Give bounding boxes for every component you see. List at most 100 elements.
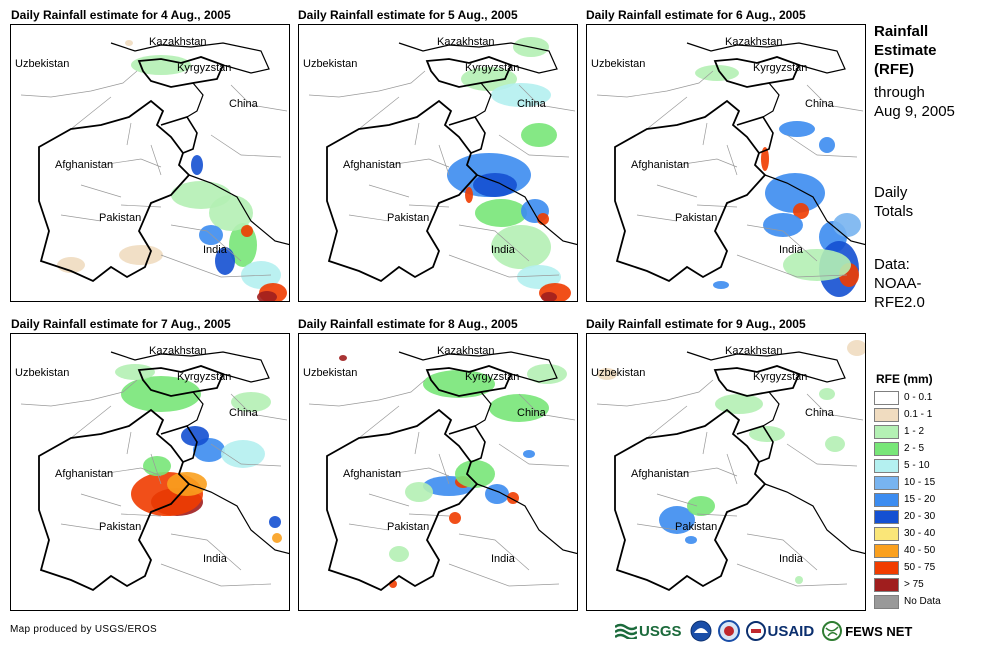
nws-logo-icon [717,620,740,642]
side-data-line-2: NOAA- [874,275,922,292]
china-boundary [474,82,492,118]
rainfall-area [659,506,695,534]
side-title-line-1: Rainfall [874,23,929,40]
china-boundary [474,391,492,427]
rainfall-area [687,496,715,516]
country-label-india: India [779,553,804,565]
legend-item: 30 - 40 [874,525,974,542]
pakistan-east-boundary [448,116,486,154]
pakistan-east-boundary [160,425,198,463]
rainfall-area [485,484,509,504]
rainfall-area [713,281,729,289]
legend-label: 1 - 2 [904,426,925,437]
rainfall-area [521,123,557,147]
pakistan-east-boundary [736,425,774,463]
side-title: Rainfall Estimate (RFE) [874,22,937,79]
country-label-kyrgyzstan: Kyrgyzstan [177,62,231,74]
province-boundaries [20,70,288,278]
legend-swatch [874,543,899,558]
country-label-kazakhstan: Kazakhstan [149,345,206,357]
country-label-kazakhstan: Kazakhstan [725,345,782,357]
rainfall-area [389,546,409,562]
pakistan-east-boundary [736,116,774,154]
legend-item: 15 - 20 [874,491,974,508]
rainfall-area [833,213,861,237]
rainfall-area [171,181,231,209]
panel-title-4: Daily Rainfall estimate for 7 Aug., 2005 [11,317,231,331]
country-label-china: China [805,407,835,419]
rainfall-area [475,199,527,227]
rainfall-area [405,482,433,502]
legend-label: > 75 [904,579,924,590]
rainfall-area [489,394,549,422]
rainfall-area [765,173,825,213]
china-boundary [186,82,204,118]
rainfall-area [491,225,551,269]
afghanistan-pakistan-boundary [38,408,191,592]
legend-swatch [874,492,899,507]
usgs-wave-icon [615,623,637,639]
country-label-india: India [491,244,516,256]
panel-title-6: Daily Rainfall estimate for 9 Aug., 2005 [586,317,806,331]
side-title-line-2: Estimate [874,42,937,59]
map-svg-6: Kazakhstan Uzbekistan Kyrgyzstan China Afgha… [587,334,865,610]
usaid-logo-text: USAID [767,622,815,640]
rainfall-area [115,364,155,380]
india-boundary [188,483,289,555]
panel-title-5: Daily Rainfall estimate for 8 Aug., 2005 [298,317,518,331]
rainfall-area [215,247,235,275]
kyrgyzstan-boundary [713,365,801,397]
rainfall-area [819,388,835,400]
legend-item: 50 - 75 [874,559,974,576]
country-label-pakistan: Pakistan [675,521,717,533]
kazakhstan-boundary [398,351,558,383]
rainfall-area [181,426,209,446]
rainfall-area [269,516,281,528]
afghanistan-pakistan-boundary [326,408,479,592]
kyrgyzstan-boundary [137,56,225,88]
country-label-kyrgyzstan: Kyrgyzstan [465,62,519,74]
afghanistan-pakistan-boundary [614,408,767,592]
map-svg-3: Kazakhstan Uzbekistan Kyrgyzstan China Afgha… [587,25,865,301]
afghanistan-pakistan-boundary [326,99,479,283]
india-boundary [476,174,577,246]
legend-label: 10 - 15 [904,477,936,488]
country-label-india: India [491,553,516,565]
rainfall-area [597,368,617,380]
map-panel-1: Kazakhstan Uzbekistan Kyrgyzstan China Afgha… [10,24,290,302]
rainfall-area [763,213,803,237]
side-daily: Daily Totals [874,183,913,221]
rainfall-area [455,460,495,488]
country-label-afghanistan: Afghanistan [631,468,689,480]
rainfall-area [465,187,473,203]
kyrgyzstan-boundary [425,365,513,397]
rainfall-area [715,394,763,414]
legend-item: 1 - 2 [874,423,974,440]
country-label-pakistan: Pakistan [387,212,429,224]
country-label-kazakhstan: Kazakhstan [437,36,494,48]
china-boundary [762,391,780,427]
rainfall-area [517,265,561,289]
rainfall-area [167,472,207,496]
country-label-uzbekistan: Uzbekistan [15,58,69,70]
country-label-afghanistan: Afghanistan [631,159,689,171]
rainfall-area [819,137,835,153]
country-label-afghanistan: Afghanistan [343,159,401,171]
province-boundaries [308,70,576,278]
rainfall-area [761,147,769,171]
usaid-seal-icon [745,621,766,641]
rainfall-area [272,533,282,543]
country-label-pakistan: Pakistan [387,521,429,533]
legend-label: 5 - 10 [904,460,930,471]
side-subtitle: through Aug 9, 2005 [874,83,955,121]
logo-strip: USGS USAID FEWS NET [615,618,920,644]
legend-item: 40 - 50 [874,542,974,559]
side-title-line-3: (RFE) [874,61,914,78]
country-label-kyrgyzstan: Kyrgyzstan [465,371,519,383]
kyrgyzstan-boundary [425,56,513,88]
legend-label: 50 - 75 [904,562,936,573]
rainfall-area [241,261,281,289]
country-label-afghanistan: Afghanistan [55,468,113,480]
country-label-afghanistan: Afghanistan [343,468,401,480]
map-panel-3: Kazakhstan Uzbekistan Kyrgyzstan China Afgha… [586,24,866,302]
